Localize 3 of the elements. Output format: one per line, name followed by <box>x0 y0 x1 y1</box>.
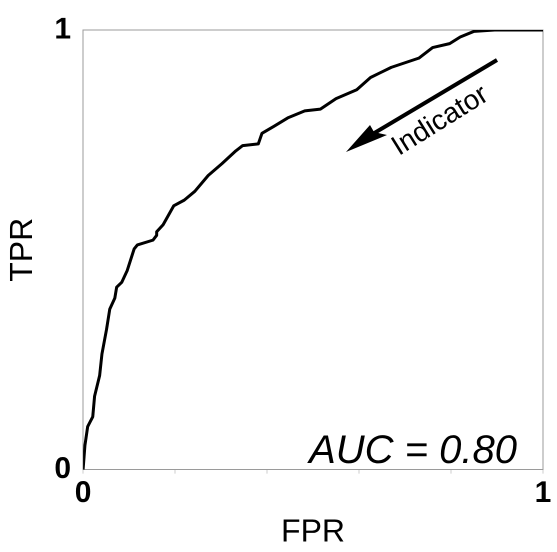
x-axis-title: FPR <box>281 512 346 549</box>
annotation: AUC = 0.80 <box>309 428 517 473</box>
y-axis-title: TPR <box>3 218 40 282</box>
